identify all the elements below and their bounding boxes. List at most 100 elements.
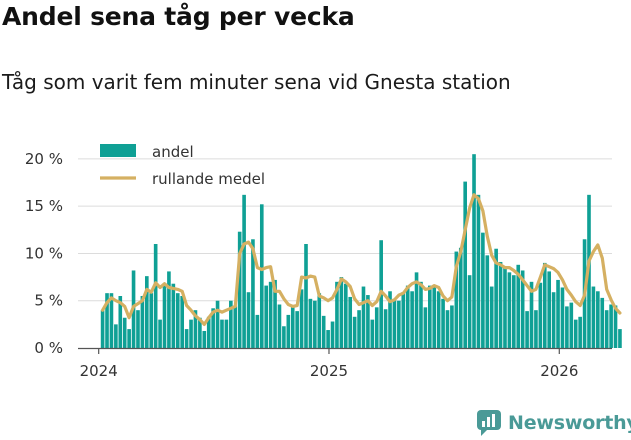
- bar: [220, 319, 224, 348]
- y-tick-label: 20 %: [25, 150, 63, 168]
- bar: [516, 264, 521, 348]
- bar: [308, 298, 313, 348]
- newsworthy-logo[interactable]: Newsworthy: [476, 406, 631, 440]
- bar: [609, 304, 613, 348]
- bar: [410, 291, 414, 348]
- bar: [476, 194, 481, 348]
- bar: [317, 293, 322, 348]
- x-axis: 2024 2025 2026: [78, 347, 612, 380]
- bar: [127, 329, 131, 348]
- bar: [600, 297, 605, 348]
- bar: [556, 279, 560, 348]
- newsworthy-chat-icon: [477, 410, 501, 436]
- bar: [542, 262, 547, 348]
- bar: [361, 286, 366, 348]
- bar: [547, 271, 552, 348]
- bar: [423, 307, 428, 348]
- bar: [206, 316, 211, 348]
- bar: [485, 255, 490, 348]
- bar: [525, 311, 529, 348]
- bar: [352, 316, 357, 348]
- bar: [114, 324, 118, 348]
- bar: [153, 244, 158, 348]
- chart-title: Andel sena tåg per vecka: [2, 2, 355, 31]
- bar: [198, 317, 202, 348]
- bar: [233, 306, 238, 348]
- bar: [215, 300, 220, 348]
- bar: [498, 261, 503, 348]
- bar: [370, 319, 375, 348]
- bar: [357, 310, 361, 348]
- bar: [282, 326, 286, 348]
- bar: [458, 247, 463, 348]
- bar: [304, 244, 308, 348]
- legend-label-andel: andel: [152, 143, 194, 161]
- bar: [229, 300, 233, 348]
- bar: [397, 300, 401, 348]
- bar: [348, 296, 353, 348]
- bar: [140, 296, 145, 348]
- bar: [538, 282, 543, 348]
- y-tick-label: 0 %: [34, 339, 63, 357]
- bar: [472, 154, 476, 348]
- bar: [313, 300, 317, 348]
- bar: [565, 306, 569, 348]
- bar: [335, 281, 339, 348]
- bar: [246, 292, 251, 348]
- bar: [171, 283, 176, 348]
- bar: [374, 307, 379, 348]
- bar: [326, 330, 330, 348]
- bar: [158, 319, 162, 348]
- bar: [339, 277, 344, 348]
- newsworthy-wordmark: Newsworthy: [508, 412, 631, 434]
- bar: [100, 310, 105, 348]
- bar: [401, 292, 406, 348]
- bar: [189, 319, 193, 348]
- bar: [467, 275, 472, 348]
- bar: [494, 248, 498, 348]
- bar: [520, 270, 525, 348]
- bar: [366, 295, 370, 348]
- bar: [573, 319, 578, 348]
- bar: [259, 204, 264, 348]
- bar: [162, 285, 167, 348]
- legend-label-rullande-medel: rullande medel: [152, 170, 265, 188]
- bar: [432, 285, 437, 348]
- bar: [290, 306, 295, 348]
- bar: [105, 293, 109, 348]
- bar: [118, 296, 123, 348]
- bar: [255, 314, 260, 348]
- bar: [122, 317, 127, 348]
- bar: [503, 266, 507, 348]
- bar: [264, 285, 269, 348]
- bar: [273, 279, 277, 348]
- y-tick-label: 15 %: [25, 197, 63, 215]
- bar: [202, 330, 207, 348]
- bar: [489, 286, 494, 348]
- bar: [149, 293, 154, 348]
- x-tick-label: 2026: [540, 362, 578, 380]
- bar: [392, 298, 397, 348]
- bar: [405, 285, 410, 348]
- bar: [175, 293, 180, 348]
- bar: [109, 293, 114, 348]
- bar: [136, 310, 140, 348]
- y-axis-labels: 0 % 5 % 10 % 15 % 20 %: [25, 150, 63, 357]
- bar: [591, 286, 596, 348]
- bar: [529, 281, 534, 348]
- bar: [441, 298, 445, 348]
- bar: [481, 232, 485, 348]
- bar: [383, 309, 388, 348]
- bar: [507, 272, 512, 348]
- bar: [604, 310, 609, 348]
- bar: [251, 239, 255, 348]
- bar: [343, 283, 348, 348]
- bar: [436, 291, 441, 348]
- bar: [419, 281, 423, 348]
- chart-subtitle: Tåg som varit fem minuter sena vid Gnest…: [2, 70, 511, 94]
- bar: [450, 305, 454, 348]
- bar: [427, 285, 432, 348]
- bar: [596, 291, 600, 348]
- bar: [242, 194, 246, 348]
